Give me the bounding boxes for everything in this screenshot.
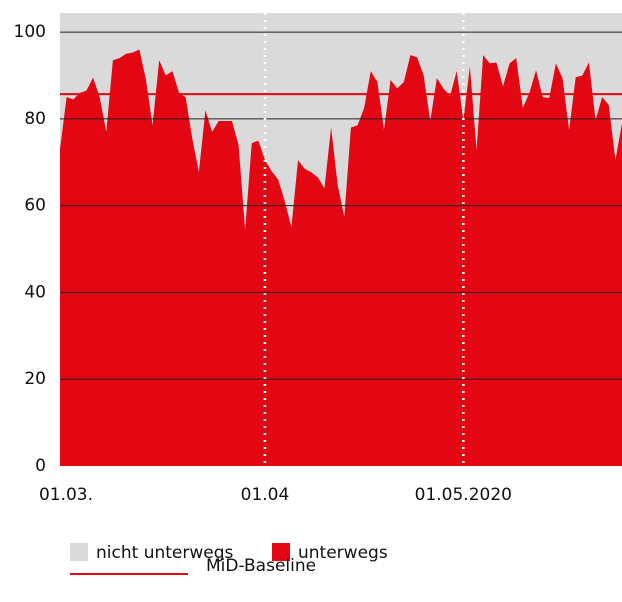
legend-swatch — [272, 543, 290, 561]
y-tick-label: 40 — [24, 282, 46, 302]
legend-label: MiD-Baseline — [206, 556, 316, 576]
x-tick-label: 01.04 — [241, 485, 290, 505]
legend-label: unterwegs — [298, 543, 388, 563]
y-tick-label: 100 — [14, 22, 46, 42]
y-tick-label: 20 — [24, 369, 46, 389]
x-tick-label: 01.05.2020 — [415, 485, 512, 505]
y-tick-label: 0 — [35, 456, 46, 476]
x-tick-label: 01.03. — [39, 485, 93, 505]
legend-swatch — [70, 543, 88, 561]
area — [60, 49, 622, 467]
y-tick-label: 80 — [24, 109, 46, 129]
legend-label: nicht unterwegs — [96, 543, 234, 563]
y-tick-label: 60 — [24, 196, 46, 216]
